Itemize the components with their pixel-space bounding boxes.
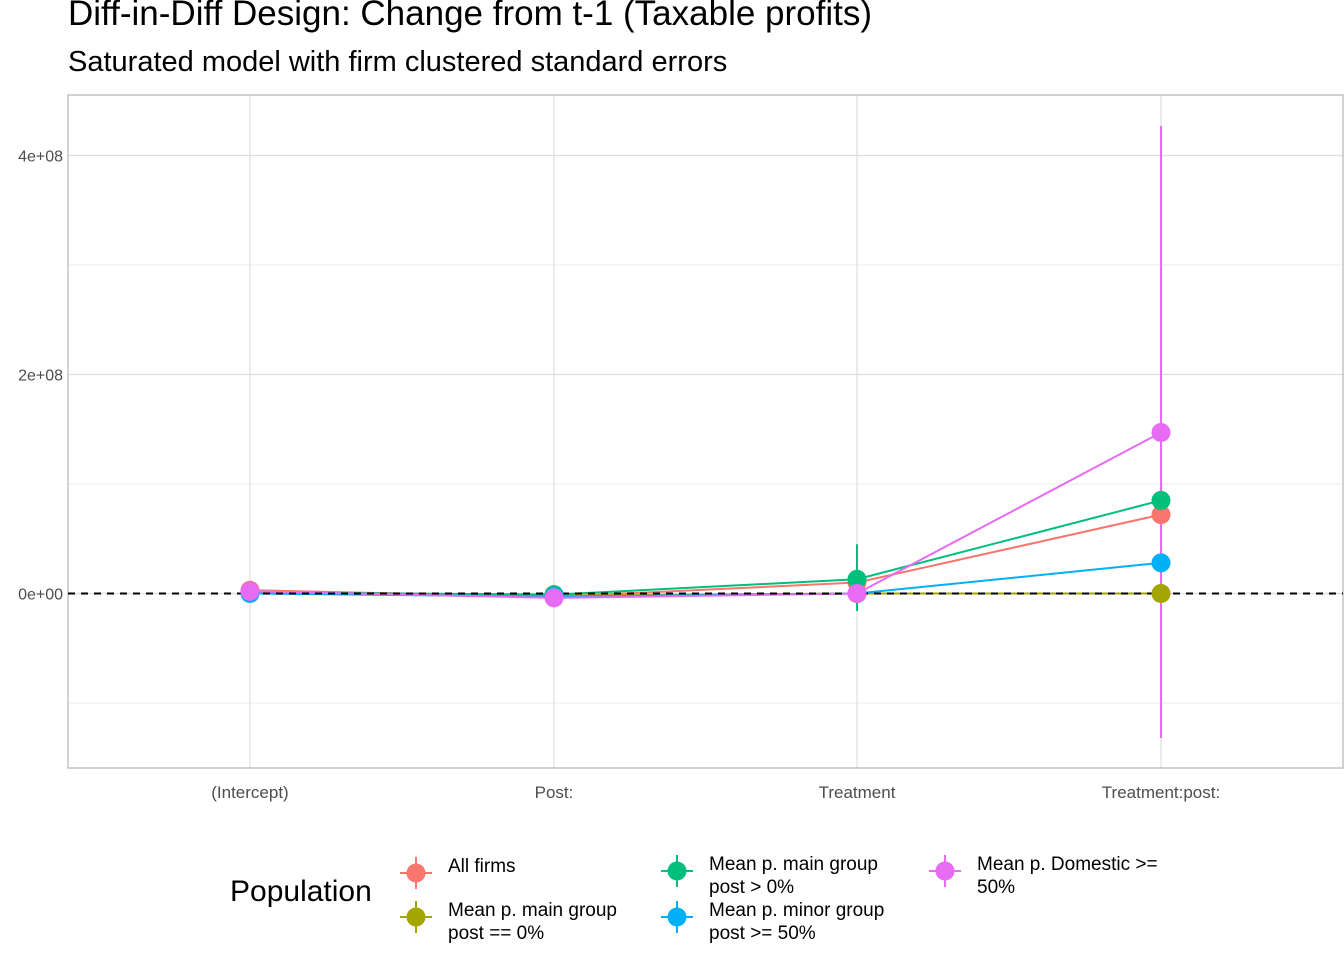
y-tick-label-0: 0e+00 [18,587,63,604]
data-point-4-1 [544,588,564,608]
legend-label: Mean p. minor group post >= 50% [709,900,885,944]
legend-key [661,901,693,933]
legend-key [929,855,961,887]
legend-label: Mean p. main group post == 0% [448,900,617,944]
legend-key [400,857,432,889]
x-tick-label-1: Post: [535,783,574,802]
chart-title: Diff-in-Diff Design: Change from t-1 (Ta… [68,0,873,33]
data-point-4-2 [847,584,867,603]
x-tick-label-2: Treatment [819,783,896,802]
legend-label: Mean p. Domestic >= 50% [977,854,1158,898]
legend-item: All firms [396,853,516,893]
legend-title: Population [230,875,372,908]
legend-item: Mean p. main group post > 0% [657,851,878,899]
data-point-4-3 [1151,423,1171,443]
panel-border [67,94,1344,769]
legend-label: All firms [448,856,516,877]
legend-label: Mean p. main group post > 0% [709,854,878,898]
legend-item: Mean p. main group post == 0% [396,897,617,945]
series-line-3 [249,561,1162,598]
data-point-1-3 [1151,584,1171,603]
y-tick-label-2: 4e+08 [18,149,63,166]
plot-area: 0e+00 2e+08 4e+08 (Intercept) Post: Treatment… [18,94,1344,802]
legend-item: Mean p. Domestic >= 50% [925,851,1158,899]
legend-key [661,855,693,887]
y-tick-label-1: 2e+08 [18,368,63,385]
x-tick-label-0: (Intercept) [211,783,288,802]
data-point-4-0 [240,581,260,601]
chart-subtitle: Saturated model with firm clustered stan… [68,46,728,78]
legend-item: Mean p. minor group post >= 50% [657,897,884,945]
legend: Population All firms Mean p. main group p… [228,845,1228,955]
data-point-2-3 [1151,490,1171,510]
series-line-2 [249,499,1162,596]
x-tick-label-3: Treatment:post: [1102,783,1220,802]
legend-key [400,901,432,933]
data-point-3-3 [1151,553,1171,573]
series-line-0 [249,513,1162,598]
data-point-0-3 [1151,505,1171,525]
data-point-2-2 [847,569,867,589]
series-line-4 [249,431,1162,599]
